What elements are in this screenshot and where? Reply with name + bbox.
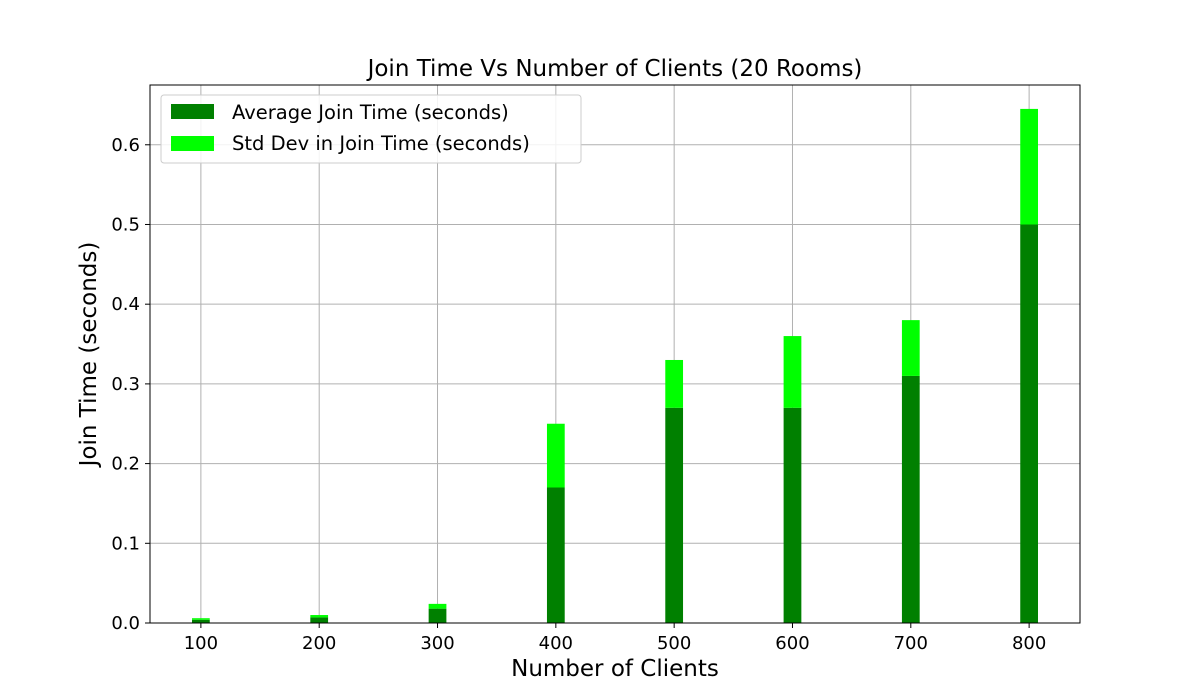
bar-average-join-time [665,407,684,623]
bar-std-dev-join-time [546,423,565,488]
bar-average-join-time [546,487,565,623]
x-tick-label: 800 [1012,633,1046,654]
x-tick-label: 700 [894,633,928,654]
bar-std-dev-join-time [192,618,210,620]
x-tick-label: 500 [657,633,691,654]
y-tick-label: 0.0 [111,613,140,634]
x-tick-label: 100 [184,633,218,654]
legend: Average Join Time (seconds) Std Dev in J… [160,94,582,164]
y-tick-label: 0.2 [111,454,140,475]
x-tick-label: 600 [775,633,809,654]
bar-average-join-time [192,619,210,623]
legend-label-average: Average Join Time (seconds) [232,101,509,124]
legend-label-std-dev: Std Dev in Join Time (seconds) [232,132,530,155]
x-tick-label: 200 [302,633,336,654]
bar-average-join-time [1020,224,1038,623]
grid-lines [150,85,1080,624]
bar-std-dev-join-time [1020,108,1038,225]
x-tick-label: 300 [420,633,454,654]
chart-title: Join Time Vs Number of Clients (20 Rooms… [366,56,863,82]
bar-std-dev-join-time [783,336,802,408]
y-tick-label: 0.5 [111,214,140,235]
x-tick-label: 400 [539,633,573,654]
legend-swatch-average [171,104,214,119]
y-tick-label: 0.4 [111,294,140,315]
bar-average-join-time [310,617,329,623]
bar-std-dev-join-time [901,320,920,376]
bar-average-join-time [428,608,447,623]
bar-std-dev-join-time [310,615,329,618]
bar-std-dev-join-time [428,603,447,609]
bar-average-join-time [783,407,802,623]
y-axis-label: Join Time (seconds) [76,242,102,469]
y-tick-label: 0.1 [111,533,140,554]
bar-average-join-time [901,375,920,623]
bar-std-dev-join-time [665,359,684,408]
x-axis-label: Number of Clients [511,656,719,682]
y-tick-label: 0.6 [111,135,140,156]
y-tick-label: 0.3 [111,374,140,395]
axis-ticks: 100 200 300 400 500 600 700 800 0.0 0.1 0.2 0.3 0.4 0… [111,135,1046,654]
legend-swatch-std-dev [171,136,214,151]
legend-box [160,94,582,164]
plot-frame [149,84,1081,624]
bars [192,108,1038,623]
